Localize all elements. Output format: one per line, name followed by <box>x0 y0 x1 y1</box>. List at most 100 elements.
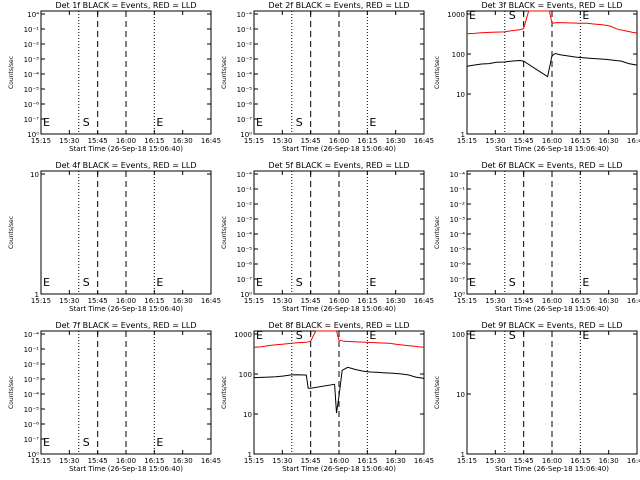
y-axis-label: Counts/sec <box>8 216 15 249</box>
y-tick-label: 10⁻⁶ <box>237 261 253 269</box>
x-tick-label: 15:30 <box>485 457 505 465</box>
y-tick-label: 10⁻⁴ <box>237 11 253 19</box>
panel-det5: Det 5f BLACK = Events, RED = LLD 10⁻⁴ 10⁻¹… <box>221 161 434 313</box>
x-tick-label: 16:00 <box>116 457 136 465</box>
x-axis-label: Start Time (26-Sep-18 15:06:40) <box>282 145 396 153</box>
y-axis-label: Counts/sec <box>434 376 441 409</box>
y-tick-label: 10⁻³ <box>237 216 253 224</box>
x-tick-label: 16:00 <box>542 457 562 465</box>
y-axis-label: Counts/sec <box>8 56 15 89</box>
left-edge-marker: E <box>256 329 263 342</box>
y-tick-label: 10⁻⁴ <box>237 231 253 239</box>
x-tick-label: 16:30 <box>599 297 619 305</box>
x-tick-label: 16:15 <box>357 297 377 305</box>
left-edge-marker: E <box>469 276 476 289</box>
y-tick-label: 10⁻⁶ <box>237 101 253 109</box>
panel-det8: Det 8f BLACK = Events, RED = LLD 1000 100 1… <box>221 321 434 473</box>
x-tick-label: 15:45 <box>514 297 534 305</box>
y-tick-label: 1000 <box>234 331 252 339</box>
panel-det1: Det 1f BLACK = Events, RED = LLD 10⁴ 10⁻¹ 1… <box>8 1 221 153</box>
panel-det6: Det 6f BLACK = Events, RED = LLD 10⁻⁴ 10⁻¹… <box>434 161 640 313</box>
x-tick-label: 16:00 <box>542 297 562 305</box>
left-edge-marker: E <box>469 9 476 22</box>
x-axis-label: Start Time (26-Sep-18 15:06:40) <box>282 305 396 313</box>
x-tick-label: 16:45 <box>627 137 640 145</box>
x-tick-label: 16:00 <box>329 137 349 145</box>
y-tick-label: 10⁻⁴ <box>24 71 40 79</box>
y-tick-label: 1 <box>461 131 465 139</box>
panel-title: Det 7f BLACK = Events, RED = LLD <box>55 321 196 330</box>
y-tick-label: 10⁰ <box>453 291 465 299</box>
x-tick-label: 16:45 <box>627 457 640 465</box>
x-tick-label: 16:00 <box>329 457 349 465</box>
end-marker: E <box>582 276 589 289</box>
y-tick-label: 1 <box>35 291 39 299</box>
y-tick-label: 10⁻³ <box>237 56 253 64</box>
panel-title: Det 3f BLACK = Events, RED = LLD <box>481 1 622 10</box>
start-marker: S <box>83 116 90 129</box>
y-tick-label: 10⁻³ <box>24 56 40 64</box>
x-tick-label: 16:15 <box>144 137 164 145</box>
start-marker: S <box>509 329 516 342</box>
y-tick-label: 10⁻¹ <box>237 26 253 34</box>
x-tick-label: 15:30 <box>272 137 292 145</box>
y-tick-label: 10⁻² <box>24 361 40 369</box>
start-marker: S <box>296 329 303 342</box>
end-marker: E <box>582 329 589 342</box>
x-tick-label: 15:15 <box>31 457 51 465</box>
x-tick-label: 16:00 <box>329 297 349 305</box>
x-tick-label: 15:15 <box>244 137 264 145</box>
x-tick-label: 16:45 <box>201 137 221 145</box>
y-tick-label: 1 <box>461 451 465 459</box>
x-tick-label: 16:15 <box>357 137 377 145</box>
x-tick-label: 16:30 <box>173 297 193 305</box>
y-axis-label: Counts/sec <box>8 376 15 409</box>
x-axis-label: Start Time (26-Sep-18 15:06:40) <box>495 465 609 473</box>
panel-det7: Det 7f BLACK = Events, RED = LLD 10⁻⁴ 10⁻¹… <box>8 321 221 473</box>
y-tick-label: 10⁻² <box>237 41 253 49</box>
x-tick-label: 16:15 <box>570 137 590 145</box>
y-tick-label: 1000 <box>447 11 465 19</box>
y-tick-label: 10⁻² <box>237 201 253 209</box>
y-tick-label: 10⁻⁷ <box>237 116 253 124</box>
x-tick-label: 16:30 <box>386 457 406 465</box>
x-tick-label: 16:15 <box>357 457 377 465</box>
y-tick-label: 10⁻¹ <box>24 26 40 34</box>
y-tick-label: 10⁻⁴ <box>450 231 466 239</box>
panel-title: Det 1f BLACK = Events, RED = LLD <box>55 1 196 10</box>
events-series-line <box>253 366 424 414</box>
x-tick-label: 15:15 <box>244 457 264 465</box>
x-tick-label: 16:15 <box>144 297 164 305</box>
y-tick-label: 10⁻² <box>24 41 40 49</box>
y-tick-label: 10⁻⁷ <box>24 116 40 124</box>
x-tick-label: 16:00 <box>542 137 562 145</box>
x-tick-label: 16:45 <box>414 297 434 305</box>
y-tick-label: 10 <box>456 91 465 99</box>
y-tick-label: 100 <box>452 51 465 59</box>
y-tick-label: 100 <box>239 371 252 379</box>
x-tick-label: 16:15 <box>144 457 164 465</box>
x-tick-label: 15:15 <box>457 297 477 305</box>
x-tick-label: 16:45 <box>201 297 221 305</box>
start-marker: S <box>296 116 303 129</box>
y-axis-label: Counts/sec <box>434 216 441 249</box>
x-tick-label: 16:45 <box>414 457 434 465</box>
y-tick-label: 10⁻⁶ <box>450 261 466 269</box>
x-tick-label: 15:15 <box>31 297 51 305</box>
y-axis-label: Counts/sec <box>221 376 228 409</box>
y-tick-label: 10 <box>30 171 39 179</box>
y-tick-label: 10⁻⁴ <box>450 171 466 179</box>
x-tick-label: 16:30 <box>599 137 619 145</box>
panel-det4: Det 4f BLACK = Events, RED = LLD 10 1 Count… <box>8 161 221 313</box>
panel-det9: Det 9f BLACK = Events, RED = LLD 100 10 1 Co… <box>434 321 640 473</box>
x-tick-label: 15:15 <box>31 137 51 145</box>
start-marker: S <box>509 9 516 22</box>
y-tick-label: 100 <box>452 331 465 339</box>
x-tick-label: 15:45 <box>514 137 534 145</box>
panel-det2: Det 2f BLACK = Events, RED = LLD 10⁻⁴ 10⁻¹… <box>221 1 434 153</box>
end-marker: E <box>369 276 376 289</box>
y-tick-label: 10⁻⁵ <box>237 246 253 254</box>
y-tick-label: 10 <box>456 391 465 399</box>
left-edge-marker: E <box>469 329 476 342</box>
